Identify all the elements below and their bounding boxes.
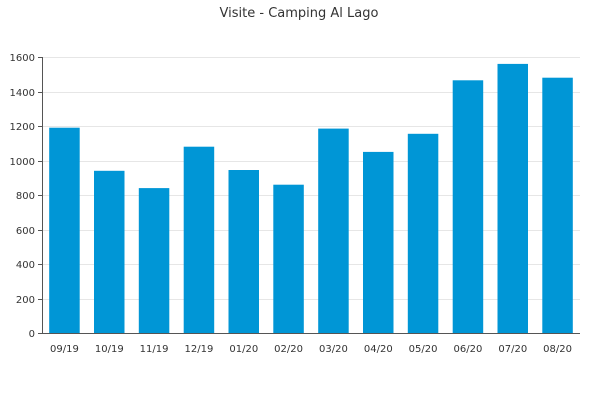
y-tick-label: 1200: [10, 122, 35, 133]
y-tick-label: 1400: [10, 88, 35, 99]
x-tick-label: 07/20: [498, 344, 527, 355]
x-tick-label: 04/20: [364, 344, 393, 355]
y-tick-label: 800: [16, 191, 35, 202]
bar: [452, 80, 484, 333]
bar: [183, 146, 215, 333]
bar: [138, 188, 170, 333]
x-tick-label: 11/19: [140, 344, 169, 355]
bar: [363, 151, 394, 333]
x-tick-label: 01/20: [229, 344, 258, 355]
x-tick-label: 06/20: [453, 344, 482, 355]
gridlines: [42, 57, 580, 300]
bar: [273, 184, 304, 333]
bar: [94, 170, 125, 333]
chart-title: Visite - Camping Al Lago: [220, 6, 379, 21]
y-tick-label: 0: [29, 329, 35, 340]
x-tick-label: 03/20: [319, 344, 348, 355]
y-tick-label: 1600: [10, 53, 35, 64]
bar: [407, 133, 439, 333]
y-tick-label: 200: [16, 295, 35, 306]
y-tick-label: 400: [16, 260, 35, 271]
y-tick-label: 1000: [10, 157, 35, 168]
bar: [228, 170, 259, 333]
axes: [38, 57, 580, 334]
bar: [318, 128, 349, 333]
bar: [49, 127, 80, 333]
bar: [542, 77, 573, 333]
bar: [497, 63, 528, 334]
y-tick-labels: 0 200 400 600 800 1000 1200 1400 1600: [10, 53, 35, 340]
x-tick-labels: 09/19 10/19 11/19 12/19 01/20 02/20 03/20 04/20…: [50, 344, 572, 355]
bars: [49, 63, 573, 334]
x-tick-label: 09/19: [50, 344, 79, 355]
x-tick-label: 05/20: [409, 344, 438, 355]
x-tick-label: 02/20: [274, 344, 303, 355]
y-tick-label: 600: [16, 226, 35, 237]
x-tick-label: 08/20: [543, 344, 572, 355]
x-tick-label: 12/19: [184, 344, 213, 355]
x-tick-label: 10/19: [95, 344, 124, 355]
